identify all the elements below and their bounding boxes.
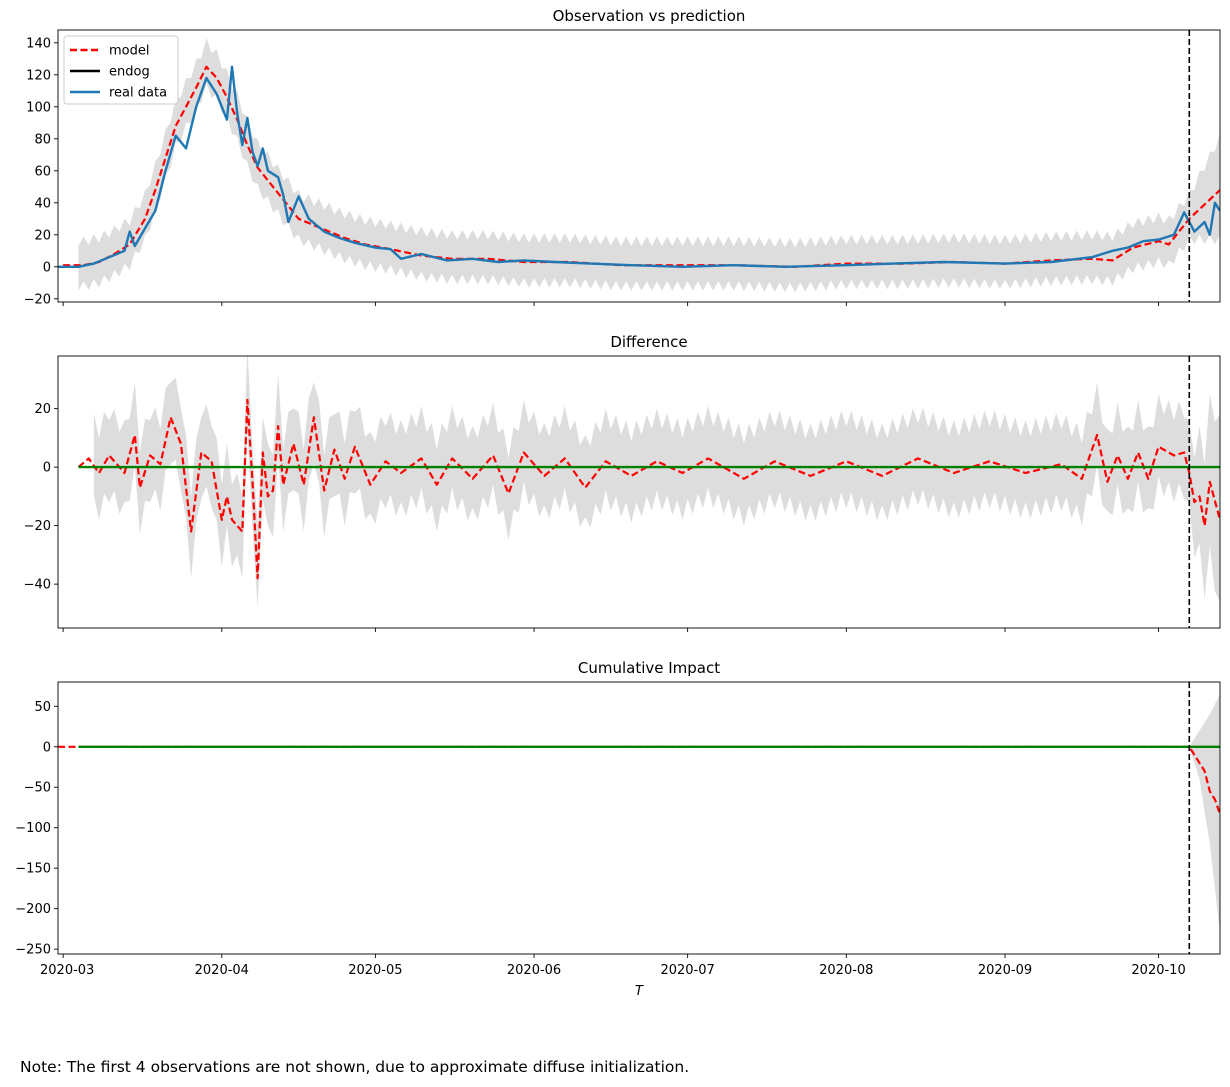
y-tick-label: −150	[15, 862, 51, 877]
real-data-line	[58, 65, 1220, 268]
confidence-band	[78, 38, 1220, 293]
y-tick-label: −20	[24, 292, 51, 307]
legend-box	[63, 35, 179, 105]
panel-title: Difference	[610, 333, 687, 351]
axes-frame	[57, 681, 1221, 955]
y-tick-label: 140	[26, 36, 51, 51]
x-axis: 2020-03 2020-04 2020-05 2020-06 2020-07 2020-…	[40, 963, 1186, 978]
legend: model endog real data	[63, 35, 179, 105]
x-tick-label: 2020-08	[819, 963, 873, 978]
y-tick-label: 80	[34, 132, 51, 147]
y-tick-label: 40	[34, 196, 51, 211]
y-tick-label: 100	[26, 100, 51, 115]
x-tick-label: 2020-03	[40, 963, 94, 978]
y-tick-label: 120	[26, 68, 51, 83]
x-axis-label: T	[635, 984, 644, 999]
panel-title: Observation vs prediction	[553, 7, 746, 25]
axes-frame	[57, 355, 1221, 629]
legend-label: endog	[109, 65, 150, 80]
confidence-band	[93, 356, 1220, 608]
y-tick-label: 50	[34, 700, 51, 715]
x-tick-label: 2020-06	[507, 963, 561, 978]
x-tick-label: 2020-10	[1131, 963, 1185, 978]
x-tick-label: 2020-04	[195, 963, 249, 978]
plot-area	[58, 682, 1220, 954]
footnote: Note: The first 4 observations are not s…	[20, 1058, 690, 1076]
x-tick-label: 2020-07	[660, 963, 714, 978]
panel-1: Observation vs prediction −20 0 20 40 60 80 100…	[24, 7, 1221, 307]
y-tick-label: −40	[24, 578, 51, 593]
legend-label: model	[109, 44, 149, 59]
y-tick-label: −200	[15, 902, 51, 917]
panel-title: Cumulative Impact	[578, 659, 720, 677]
plot-area	[77, 356, 1220, 628]
x-tick-label: 2020-09	[978, 963, 1032, 978]
y-tick-label: −250	[15, 943, 51, 958]
legend-label: real data	[109, 86, 167, 101]
confidence-band	[1189, 694, 1220, 933]
chart-panels: Observation vs prediction−20020406080100…	[15, 7, 1221, 958]
y-tick-label: 0	[43, 740, 51, 755]
y-tick-label: 20	[34, 228, 51, 243]
y-tick-label: 20	[34, 402, 51, 417]
x-tick-label: 2020-05	[348, 963, 402, 978]
estimate-line	[58, 745, 1220, 815]
panel-2: Difference −40 −20 0 20	[24, 333, 1221, 632]
axes-frame	[57, 29, 1221, 303]
y-tick-label: 0	[43, 260, 51, 275]
y-tick-label: 60	[34, 164, 51, 179]
plot-area	[58, 30, 1220, 302]
estimate-line	[77, 398, 1220, 580]
y-tick-label: −50	[24, 781, 51, 796]
y-tick-label: −100	[15, 821, 51, 836]
y-tick-label: 0	[43, 461, 51, 476]
y-tick-label: −20	[24, 519, 51, 534]
panel-3: Cumulative Impact −250 −200 −150 −100 −50 0 50	[15, 659, 1221, 958]
